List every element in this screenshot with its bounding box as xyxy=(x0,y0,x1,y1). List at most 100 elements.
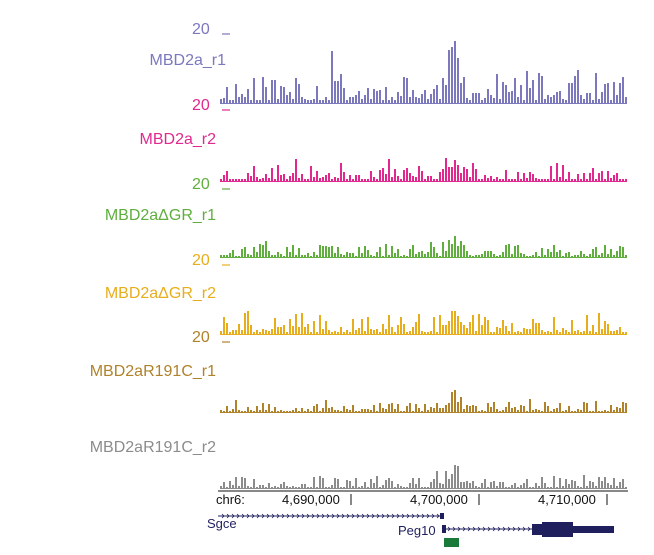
signal-bar xyxy=(259,100,261,103)
signal-bar xyxy=(586,256,588,257)
signal-bar xyxy=(379,332,381,334)
signal-bar xyxy=(421,251,423,257)
track-label-4: MBD2aΔGR_r2 xyxy=(105,285,216,302)
signal-bar xyxy=(385,480,387,488)
signal-bar xyxy=(334,253,336,257)
signal-bar xyxy=(469,177,471,181)
signal-bar xyxy=(289,252,291,257)
signal-bar xyxy=(613,175,615,181)
signal-bar xyxy=(286,411,288,412)
signal-bar xyxy=(445,471,447,488)
strand-chevron xyxy=(261,513,265,519)
signal-bar xyxy=(448,240,450,257)
signal-bar xyxy=(301,97,303,103)
strand-chevron xyxy=(351,513,355,519)
signal-bar xyxy=(622,332,624,334)
signal-bar xyxy=(226,323,228,334)
signal-bar xyxy=(565,479,567,488)
signal-bar xyxy=(283,174,285,181)
signal-bar xyxy=(499,411,501,412)
strand-chevron xyxy=(221,513,225,519)
scale-ticks xyxy=(222,33,230,343)
strand-chevron xyxy=(401,513,405,519)
signal-bar xyxy=(559,332,561,334)
signal-bar xyxy=(409,483,411,488)
signal-bar xyxy=(541,248,543,257)
strand-chevron xyxy=(396,513,400,519)
signal-bar xyxy=(316,255,318,257)
signal-bar xyxy=(544,402,546,412)
signal-bar xyxy=(478,314,480,334)
signal-bar xyxy=(469,406,471,412)
signal-bar xyxy=(292,245,294,257)
strand-chevron xyxy=(522,526,526,532)
strand-chevron xyxy=(281,513,285,519)
strand-chevron xyxy=(497,526,501,532)
peg10-exon-2 xyxy=(532,524,542,535)
signal-bar xyxy=(583,402,585,412)
signal-bar xyxy=(568,484,570,488)
strand-chevron xyxy=(527,526,531,532)
signal-bar xyxy=(241,411,243,412)
signal-bar xyxy=(259,332,261,334)
signal-bar xyxy=(235,179,237,181)
signal-bar xyxy=(310,332,312,334)
signal-bar xyxy=(580,487,582,488)
signal-bar xyxy=(466,251,468,257)
signal-bar xyxy=(466,481,468,488)
signal-bar xyxy=(562,165,564,181)
signal-bar xyxy=(256,100,258,103)
signal-bar xyxy=(484,317,486,334)
signal-bar xyxy=(358,411,360,412)
signal-bar xyxy=(445,85,447,103)
signal-bar xyxy=(535,323,537,334)
signal-bar xyxy=(517,331,519,334)
signal-bar xyxy=(274,179,276,181)
signal-bar xyxy=(517,410,519,412)
signal-bar xyxy=(592,325,594,334)
scale-label-5: 20 xyxy=(192,329,210,346)
signal-bar xyxy=(478,179,480,181)
signal-bar xyxy=(325,97,327,103)
strand-chevron xyxy=(472,526,476,532)
signal-bar xyxy=(427,487,429,488)
signal-bar xyxy=(415,177,417,181)
strand-chevron xyxy=(386,513,390,519)
signal-bar xyxy=(568,172,570,181)
signal-bar xyxy=(262,485,264,488)
peg10-strand-chevrons xyxy=(447,526,531,532)
signal-bar xyxy=(247,311,249,334)
signal-bar xyxy=(274,255,276,257)
signal-bar xyxy=(502,482,504,488)
signal-bar xyxy=(367,409,369,412)
signal-bar xyxy=(517,487,519,488)
signal-bar xyxy=(247,254,249,257)
signal-bar xyxy=(289,176,291,181)
signal-bar xyxy=(406,487,408,488)
signal-bar xyxy=(367,250,369,257)
signal-bar xyxy=(544,483,546,488)
signal-bar xyxy=(508,244,510,257)
signal-bar xyxy=(304,484,306,488)
signal-bar xyxy=(583,331,585,334)
signal-bar xyxy=(319,315,321,334)
signal-bar xyxy=(535,252,537,257)
signal-bar xyxy=(265,330,267,334)
signal-bar xyxy=(238,179,240,181)
signal-bar xyxy=(523,406,525,412)
signal-bar xyxy=(400,317,402,334)
signal-bar xyxy=(526,479,528,488)
strand-chevron xyxy=(266,513,270,519)
signal-bar xyxy=(373,177,375,181)
signal-bar xyxy=(313,321,315,334)
signal-bar xyxy=(538,410,540,412)
signal-bar xyxy=(520,179,522,181)
signal-bar xyxy=(439,172,441,181)
signal-bar xyxy=(343,88,345,103)
signal-bar xyxy=(448,479,450,488)
signal-bar xyxy=(322,329,324,334)
signal-bar xyxy=(451,311,453,334)
signal-bar xyxy=(496,409,498,412)
strand-chevron xyxy=(376,513,380,519)
signal-bar xyxy=(280,410,282,412)
